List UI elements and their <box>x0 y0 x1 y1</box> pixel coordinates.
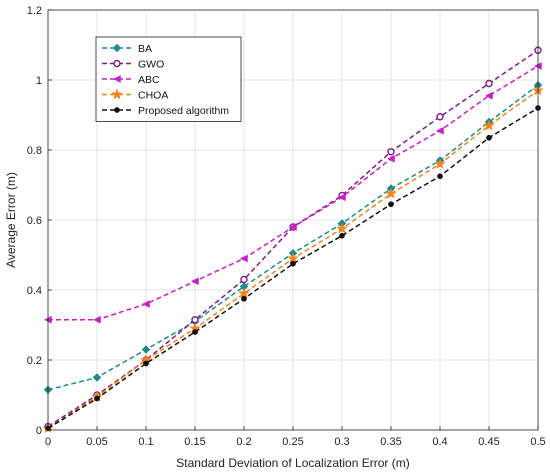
data-point <box>92 373 102 382</box>
data-point <box>287 252 299 264</box>
y-tick-label: 1 <box>36 75 42 87</box>
y-tick-label: 1.2 <box>27 5 42 17</box>
x-tick-label: 0.05 <box>86 436 107 448</box>
legend-item: Proposed algorithm <box>102 105 229 117</box>
y-tick-label: 0.4 <box>27 285 42 297</box>
legend-label: BA <box>138 43 152 55</box>
data-point <box>240 275 248 284</box>
data-point <box>483 119 495 131</box>
data-point <box>386 154 395 163</box>
legend-marker <box>112 43 122 53</box>
legend-marker <box>112 75 121 83</box>
data-point <box>486 134 492 141</box>
legend-item: GWO <box>102 59 164 71</box>
data-point <box>288 223 297 231</box>
legend-label: GWO <box>138 59 164 71</box>
data-point <box>141 345 151 354</box>
y-tick-label: 0.6 <box>27 215 42 227</box>
data-point <box>143 360 149 367</box>
legend-label: Proposed algorithm <box>138 105 229 117</box>
data-point <box>336 222 348 234</box>
data-point <box>290 260 296 267</box>
x-tick-label: 0.25 <box>282 436 303 448</box>
x-tick-label: 0.5 <box>530 436 545 448</box>
x-tick-label: 0.15 <box>184 436 205 448</box>
y-axis-label: Average Error (m) <box>4 172 18 268</box>
data-point <box>388 201 394 208</box>
x-tick-label: 0.45 <box>478 436 499 448</box>
data-point <box>190 277 199 286</box>
legend-marker <box>114 107 120 113</box>
x-tick-label: 0.3 <box>334 436 349 448</box>
data-point <box>484 91 493 100</box>
data-point <box>141 300 150 308</box>
data-point <box>192 329 198 335</box>
x-tick-label: 0.2 <box>236 436 251 448</box>
data-point <box>191 316 199 324</box>
x-tick-label: 0.35 <box>380 436 401 448</box>
legend-item: BA <box>102 43 152 55</box>
data-point <box>92 315 101 324</box>
y-tick-label: 0.8 <box>27 145 42 157</box>
data-point <box>238 287 250 299</box>
data-point <box>94 395 100 402</box>
x-tick-label: 0.1 <box>138 436 153 448</box>
axis-ticks: 0 0.05 0.1 0.15 0.2 0.25 0.3 0.35 0.4 0.45 0.5 0 0.2… <box>27 5 546 448</box>
data-point <box>241 295 247 302</box>
x-tick-label: 0 <box>45 436 51 448</box>
data-point <box>239 254 248 263</box>
data-point <box>385 187 397 199</box>
legend-marker <box>111 88 123 100</box>
data-point <box>337 193 346 202</box>
data-point <box>339 232 345 239</box>
data-point <box>387 148 395 156</box>
x-axis-label: Standard Deviation of Localization Error… <box>176 456 409 470</box>
y-tick-label: 0.2 <box>27 355 42 367</box>
data-point <box>434 157 446 169</box>
x-tick-label: 0.4 <box>432 436 447 448</box>
legend-label: ABC <box>138 74 160 86</box>
data-point <box>436 113 444 121</box>
legend-item: ABC <box>102 74 160 86</box>
series-line <box>47 107 539 429</box>
data-point <box>485 79 493 88</box>
data-point <box>435 126 444 135</box>
legend: BA GWO ABC CHOA Proposed algorithm <box>95 36 242 122</box>
y-tick-label: 0 <box>36 425 42 437</box>
legend-item: CHOA <box>102 88 168 102</box>
data-point <box>437 173 443 180</box>
legend-label: CHOA <box>138 90 168 102</box>
legend-marker <box>113 59 121 68</box>
